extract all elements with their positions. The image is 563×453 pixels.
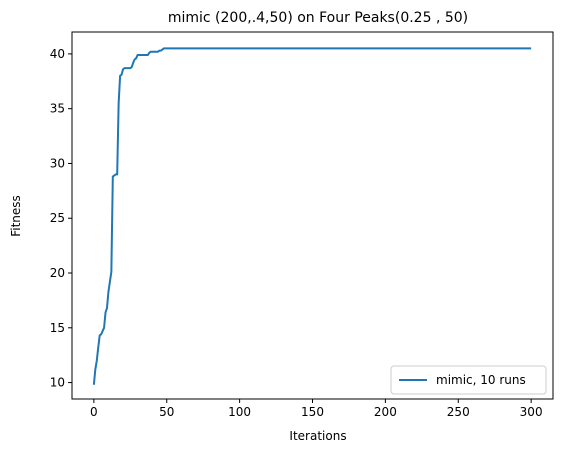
x-tick-label: 250 [447, 405, 470, 419]
x-axis: 0 50 100 150 200 250 300 [90, 399, 543, 419]
series-line-0 [92, 47, 532, 385]
axes-frame [71, 31, 554, 400]
y-tick-label: 20 [50, 266, 65, 280]
x-tick-label: 200 [374, 405, 397, 419]
legend: mimic, 10 runs [390, 365, 547, 395]
y-axis: 10 15 20 25 30 35 40 [50, 47, 72, 390]
x-axis-label: Iterations [289, 429, 346, 443]
legend-entry-label: mimic, 10 runs [436, 373, 526, 387]
y-tick-label: 40 [50, 47, 65, 61]
y-tick-label: 35 [50, 102, 65, 116]
x-tick-label: 150 [301, 405, 324, 419]
y-axis-label: Fitness [9, 195, 23, 237]
chart-title: mimic (200,.4,50) on Four Peaks(0.25 , 5… [168, 10, 468, 26]
y-tick-label: 25 [50, 211, 65, 225]
y-tick-label: 15 [50, 321, 65, 335]
y-tick-label: 10 [50, 376, 65, 390]
x-tick-label: 100 [228, 405, 251, 419]
legend-box [390, 365, 547, 395]
x-tick-label: 300 [520, 405, 543, 419]
x-tick-label: 0 [90, 405, 98, 419]
y-tick-label: 30 [50, 156, 65, 170]
x-tick-label: 50 [159, 405, 174, 419]
plot-area [71, 31, 554, 400]
